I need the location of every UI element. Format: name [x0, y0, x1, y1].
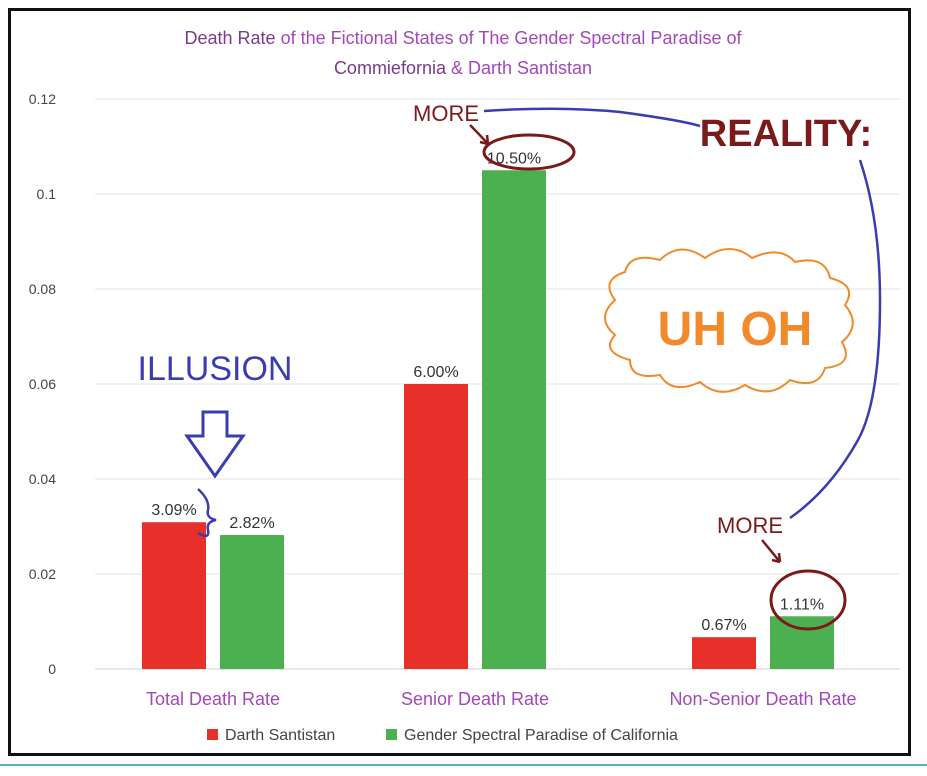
- data-label: 1.11%: [780, 596, 824, 613]
- bar: [692, 637, 756, 669]
- connector-line: [483, 107, 882, 520]
- greater-than-brace: [197, 488, 217, 538]
- y-tick-label: 0: [48, 661, 56, 677]
- bar: [482, 170, 546, 669]
- category-label: Non-Senior Death Rate: [669, 689, 856, 709]
- more-annotation-top: MORE: [413, 101, 479, 126]
- legend-swatch: [207, 729, 218, 740]
- more-arrow-top-icon: [469, 124, 490, 146]
- data-label: 2.82%: [229, 515, 274, 532]
- bar: [220, 535, 284, 669]
- title-part-darth: & Darth Santistan: [446, 58, 592, 78]
- circle-bottom-icon: [769, 569, 847, 631]
- y-tick-label: 0.04: [29, 471, 56, 487]
- legend: Darth Santistan Gender Spectral Paradise …: [207, 727, 678, 744]
- bar: [770, 616, 834, 669]
- reality-annotation: REALITY:: [700, 113, 872, 155]
- bars: [142, 170, 834, 669]
- legend-label: Darth Santistan: [225, 727, 335, 744]
- y-axis-ticks: 0 0.02 0.04 0.06 0.08 0.1 0.12: [29, 91, 56, 677]
- y-tick-label: 0.08: [29, 281, 56, 297]
- chart-title-line2: Commiefornia & Darth Santistan: [334, 58, 592, 78]
- y-tick-label: 0.1: [37, 186, 57, 202]
- category-label: Total Death Rate: [146, 689, 280, 709]
- data-label: 6.00%: [413, 364, 458, 381]
- more-annotation-bottom: MORE: [717, 513, 783, 538]
- legend-label: Gender Spectral Paradise of California: [404, 727, 678, 744]
- annotations: ILLUSION MORE REALITY: UH OH MORE: [138, 101, 882, 631]
- speech-cloud-icon: [604, 248, 854, 393]
- down-arrow-icon: [184, 410, 246, 479]
- title-part-rest: of the Fictional States of The Gender Sp…: [276, 28, 743, 48]
- legend-swatch: [386, 729, 397, 740]
- bar: [142, 522, 206, 669]
- category-labels: Total Death Rate Senior Death Rate Non-Sen…: [146, 689, 857, 709]
- bottom-divider: [0, 764, 927, 766]
- data-label: 3.09%: [151, 502, 196, 519]
- title-part-death-rate: Death Rate: [185, 28, 276, 48]
- y-tick-label: 0.12: [29, 91, 56, 107]
- bar: [404, 384, 468, 669]
- circle-top-icon: [482, 133, 576, 171]
- data-label: 10.50%: [487, 150, 541, 167]
- y-tick-label: 0.02: [29, 566, 56, 582]
- more-arrow-bottom-icon: [761, 539, 782, 564]
- uh-oh-annotation: UH OH: [658, 303, 813, 356]
- y-tick-label: 0.06: [29, 376, 56, 392]
- category-label: Senior Death Rate: [401, 689, 549, 709]
- title-part-commiefornia: Commiefornia: [334, 58, 447, 78]
- illusion-annotation: ILLUSION: [138, 350, 293, 388]
- data-label: 0.67%: [701, 617, 746, 634]
- data-labels: 3.09% 6.00% 0.67% 2.82% 10.50% 1.11%: [151, 150, 824, 634]
- chart-title-line1: Death Rate of the Fictional States of Th…: [185, 28, 743, 48]
